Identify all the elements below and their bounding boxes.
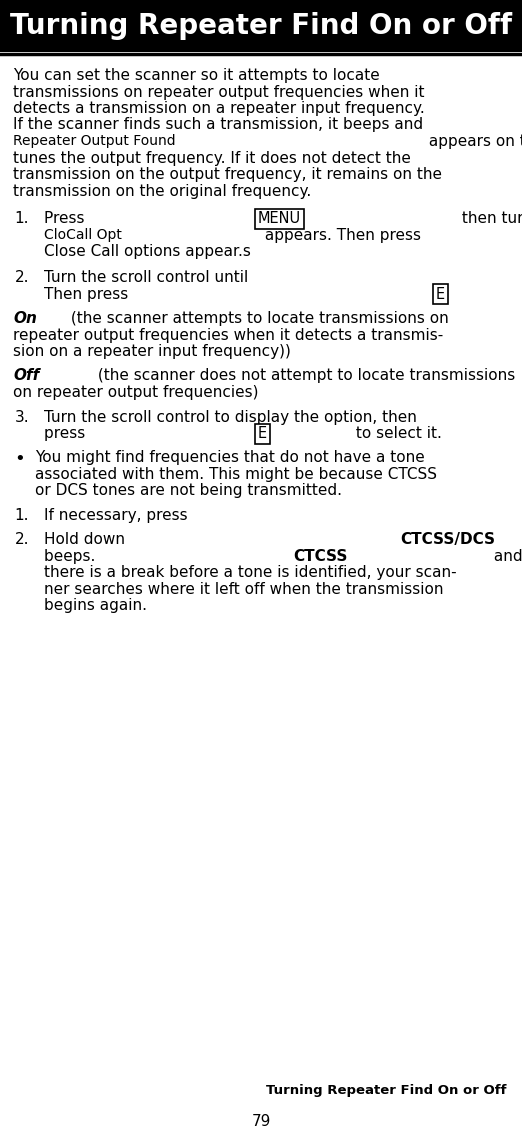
Text: transmission on the original frequency.: transmission on the original frequency. (13, 184, 311, 198)
Text: begins again.: begins again. (44, 598, 147, 612)
Text: to select it.: to select it. (351, 427, 442, 442)
Text: If necessary, press: If necessary, press (44, 508, 193, 523)
Text: and: and (490, 548, 522, 563)
Text: transmissions on repeater output frequencies when it: transmissions on repeater output frequen… (13, 85, 424, 100)
Text: then turn the scroll control until: then turn the scroll control until (457, 211, 522, 226)
Text: 2.: 2. (15, 271, 29, 286)
Bar (0, 0, 522, 52)
Text: detects a transmission on a repeater input frequency.: detects a transmission on a repeater inp… (13, 101, 425, 116)
Text: 1.: 1. (15, 508, 29, 523)
Text: Then press: Then press (44, 287, 134, 302)
Text: You can set the scanner so it attempts to locate: You can set the scanner so it attempts t… (13, 68, 380, 83)
Text: press: press (44, 427, 90, 442)
Text: CTCSS/DCS: CTCSS/DCS (400, 532, 495, 547)
Text: appears. Then press: appears. Then press (260, 228, 425, 243)
Text: Hold down: Hold down (44, 532, 130, 547)
Text: on repeater output frequencies): on repeater output frequencies) (13, 384, 258, 399)
Text: 79: 79 (251, 1114, 271, 1129)
Text: Turn the scroll control to display the option, then: Turn the scroll control to display the o… (44, 409, 417, 424)
Text: Off: Off (13, 368, 39, 383)
Text: appears on the display, and it: appears on the display, and it (424, 134, 522, 149)
Text: On: On (13, 311, 37, 326)
Text: Repeater Output Found: Repeater Output Found (13, 134, 176, 148)
Text: 3.: 3. (15, 409, 29, 424)
Text: MENU: MENU (258, 211, 301, 226)
Text: or DCS tones are not being transmitted.: or DCS tones are not being transmitted. (35, 483, 342, 498)
Text: (the scanner attempts to locate transmissions on: (the scanner attempts to locate transmis… (66, 311, 449, 326)
Text: sion on a repeater input frequency)): sion on a repeater input frequency)) (13, 344, 291, 359)
Text: 2.: 2. (15, 532, 29, 547)
Text: CloCall Opt: CloCall Opt (44, 228, 122, 242)
Text: associated with them. This might be because CTCSS: associated with them. This might be beca… (35, 467, 437, 482)
Text: (the scanner does not attempt to locate transmissions: (the scanner does not attempt to locate … (93, 368, 515, 383)
Text: •: • (15, 450, 26, 468)
Text: Turning Repeater Find On or Off: Turning Repeater Find On or Off (10, 11, 513, 40)
Text: If the scanner finds such a transmission, it beeps and: If the scanner finds such a transmission… (13, 117, 423, 133)
Text: tunes the output frequency. If it does not detect the: tunes the output frequency. If it does n… (13, 150, 411, 165)
Text: E: E (258, 427, 267, 442)
Text: beeps.: beeps. (44, 548, 101, 563)
Text: E: E (436, 287, 445, 302)
Text: You might find frequencies that do not have a tone: You might find frequencies that do not h… (35, 450, 425, 465)
Text: 1.: 1. (15, 211, 29, 226)
Text: there is a break before a tone is identified, your scan-: there is a break before a tone is identi… (44, 565, 457, 580)
Text: Close Call options appear.s: Close Call options appear.s (44, 244, 251, 259)
Text: CTCSS: CTCSS (293, 548, 348, 563)
Text: ner searches where it left off when the transmission: ner searches where it left off when the … (44, 582, 444, 596)
Text: Press: Press (44, 211, 90, 226)
Text: transmission on the output frequency, it remains on the: transmission on the output frequency, it… (13, 167, 442, 182)
Text: Turn the scroll control until: Turn the scroll control until (44, 271, 254, 286)
Text: repeater output frequencies when it detects a transmis-: repeater output frequencies when it dete… (13, 328, 443, 343)
Text: Turning Repeater Find On or Off: Turning Repeater Find On or Off (266, 1084, 506, 1097)
